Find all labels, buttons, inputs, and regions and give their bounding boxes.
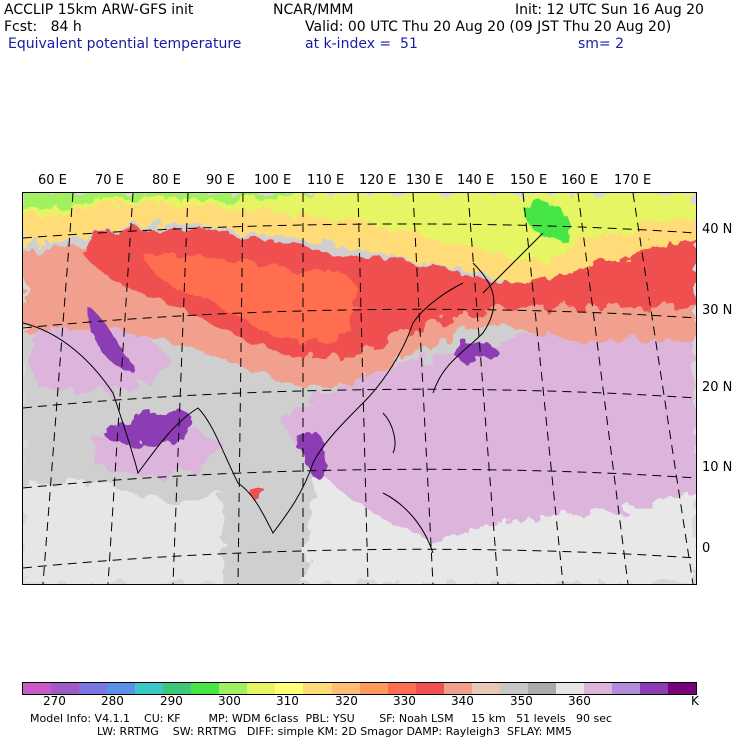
lat-label: 30 N <box>702 303 733 318</box>
colorbar-swatch <box>387 683 416 694</box>
field-name: Equivalent potential temperature <box>8 36 242 52</box>
colorbar-tick-label: 300 <box>218 694 241 708</box>
colorbar-tick-label: 270 <box>43 694 66 708</box>
graticule <box>23 193 696 584</box>
coastlines <box>23 232 544 554</box>
level-index: at k-index = 51 <box>305 36 418 52</box>
colorbar-swatch <box>303 683 332 694</box>
lon-label: 120 E <box>359 173 397 188</box>
colorbar-swatch <box>331 683 360 694</box>
colorbar-tick-label: 290 <box>160 694 183 708</box>
lon-label: 100 E <box>254 173 292 188</box>
colorbar-swatch <box>471 683 500 694</box>
colorbar-swatch <box>499 683 528 694</box>
colorbar-swatch <box>275 683 304 694</box>
smoothing: sm= 2 <box>578 36 625 52</box>
lon-label: 90 E <box>206 173 235 188</box>
lat-label: 0 <box>702 541 711 556</box>
lon-label: 70 E <box>95 173 124 188</box>
colorbar <box>22 682 697 695</box>
theta-e-field <box>23 193 696 584</box>
valid-time: Valid: 00 UTC Thu 20 Aug 20 (09 JST Thu … <box>305 19 672 35</box>
init-time: Init: 12 UTC Sun 16 Aug 20 <box>515 2 704 18</box>
lon-label: 150 E <box>510 173 548 188</box>
forecast-hour: Fcst: 84 h <box>4 19 82 35</box>
colorbar-tick-label: 360 <box>568 694 591 708</box>
colorbar-swatch <box>527 683 556 694</box>
colorbar-swatch <box>191 683 220 694</box>
colorbar-tick-label: 340 <box>451 694 474 708</box>
lat-label: 10 N <box>702 460 733 475</box>
colorbar-swatch <box>611 683 641 694</box>
colorbar-tick-label: 350 <box>510 694 533 708</box>
colorbar-swatch <box>163 683 192 694</box>
org-label: NCAR/MMM <box>273 2 354 18</box>
model-info-line2: LW: RRTMG SW: RRTMG DIFF: simple KM: 2D … <box>97 725 572 738</box>
lon-label: 130 E <box>406 173 444 188</box>
colorbar-swatch <box>583 683 612 694</box>
model-title: ACCLIP 15km ARW-GFS init <box>4 2 194 18</box>
lon-label: 110 E <box>307 173 345 188</box>
colorbar-tick-label: 280 <box>101 694 124 708</box>
colorbar-swatch <box>219 683 248 694</box>
colorbar-swatch <box>640 683 669 694</box>
colorbar-swatch <box>23 683 52 694</box>
colorbar-swatch <box>51 683 80 694</box>
colorbar-swatch <box>359 683 388 694</box>
model-info-line1: Model Info: V4.1.1 CU: KF MP: WDM 6class… <box>30 712 613 725</box>
colorbar-swatch <box>668 683 697 694</box>
colorbar-tick-label: 330 <box>393 694 416 708</box>
colorbar-swatch <box>107 683 136 694</box>
lon-label: 80 E <box>152 173 181 188</box>
colorbar-swatch <box>79 683 108 694</box>
colorbar-tick-label: K <box>691 694 699 708</box>
colorbar-swatch <box>555 683 584 694</box>
lon-label: 160 E <box>561 173 599 188</box>
colorbar-tick-label: 320 <box>335 694 358 708</box>
map-panel <box>22 192 697 585</box>
colorbar-swatch <box>415 683 444 694</box>
colorbar-swatch <box>247 683 276 694</box>
colorbar-tick-label: 310 <box>276 694 299 708</box>
lat-label: 20 N <box>702 380 733 395</box>
lon-label: 140 E <box>457 173 495 188</box>
lon-label: 170 E <box>614 173 652 188</box>
lat-label: 40 N <box>702 222 733 237</box>
colorbar-swatch <box>135 683 164 694</box>
lon-label: 60 E <box>38 173 67 188</box>
colorbar-swatch <box>443 683 472 694</box>
